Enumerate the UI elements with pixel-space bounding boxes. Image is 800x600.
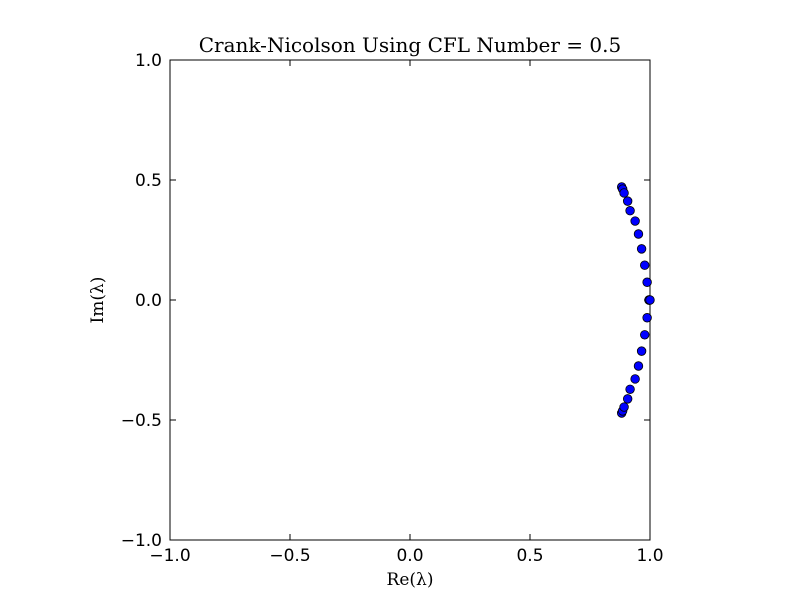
data-point	[622, 196, 633, 206]
data-point	[622, 394, 633, 404]
x-tick-label: −0.5	[269, 546, 310, 566]
x-tick-label: −1.0	[149, 546, 190, 566]
data-point	[642, 313, 652, 323]
y-axis-label: Im(λ)	[88, 277, 108, 324]
data-point	[619, 188, 629, 198]
data-point	[619, 402, 629, 412]
axis-ticks: −1.0 −0.5 0.0 0.5 1.0 −1.0 −0.5 0.0 0.5 1.0	[121, 51, 664, 566]
data-point	[630, 374, 640, 384]
data-point	[633, 361, 644, 371]
y-tick-label: 0.0	[135, 291, 162, 311]
data-point	[642, 277, 652, 287]
y-tick-label: 0.5	[135, 171, 162, 191]
y-tick-label: 1.0	[135, 51, 162, 71]
data-point	[636, 346, 647, 356]
y-tick-label: −0.5	[121, 411, 162, 431]
data-point	[630, 216, 640, 226]
x-axis-label: Re(λ)	[387, 570, 434, 590]
x-tick-label: 0.0	[396, 546, 423, 566]
data-point	[640, 330, 650, 340]
data-point	[625, 384, 635, 394]
x-tick-label: 1.0	[636, 546, 663, 566]
plot-area	[169, 59, 651, 541]
chart-title: Crank-Nicolson Using CFL Number = 0.5	[199, 33, 621, 57]
data-point	[636, 244, 647, 254]
data-point	[640, 260, 650, 270]
data-point	[645, 295, 655, 305]
x-tick-label: 0.5	[516, 546, 543, 566]
data-point	[625, 206, 635, 216]
y-tick-label: −1.0	[121, 531, 162, 551]
data-point	[633, 229, 644, 239]
data-points	[616, 182, 655, 418]
